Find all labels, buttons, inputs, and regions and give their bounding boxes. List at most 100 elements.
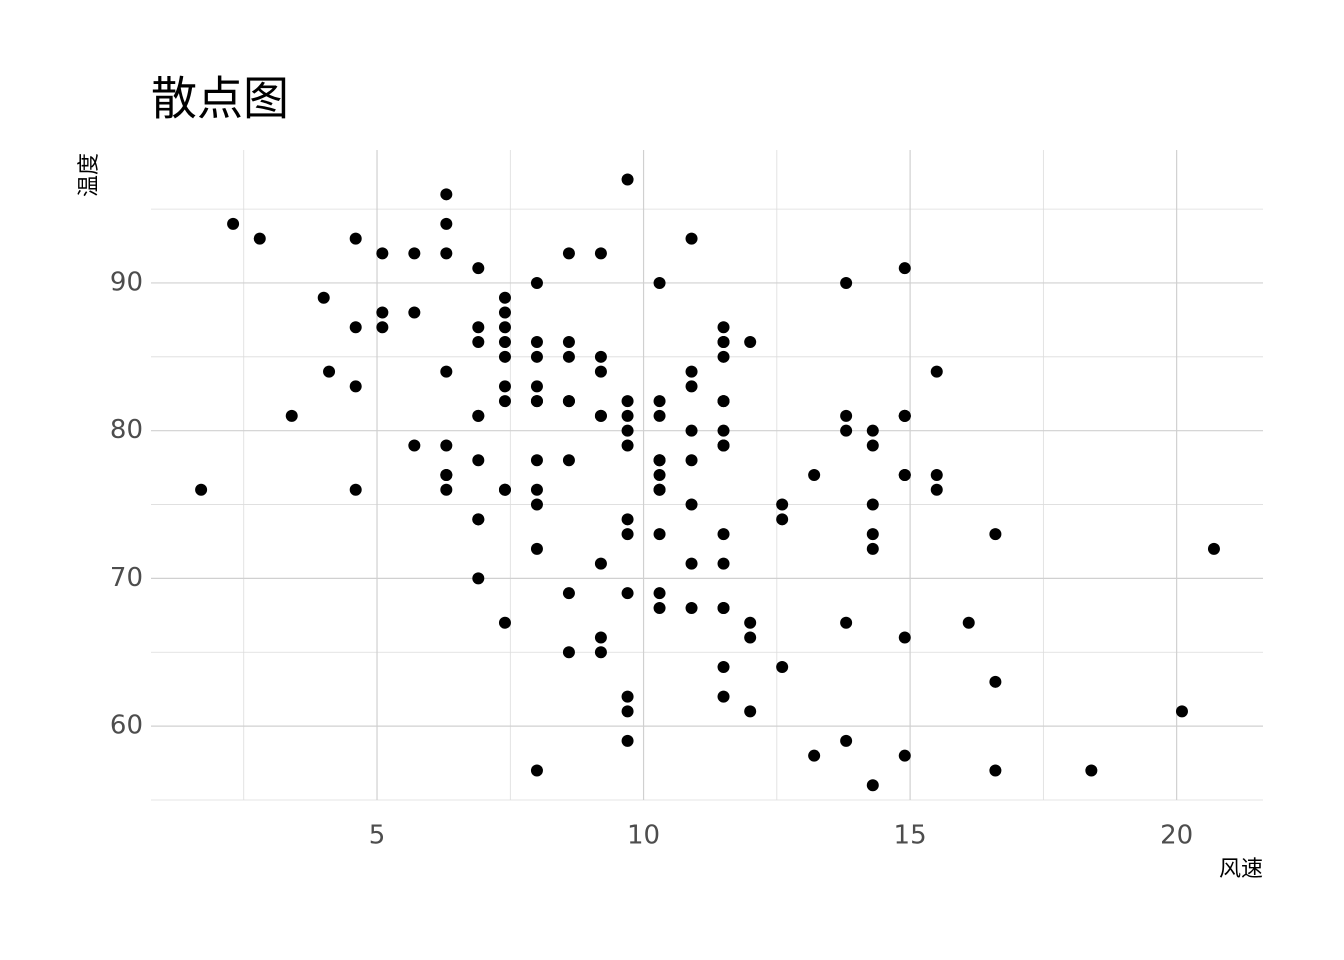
point — [717, 557, 730, 570]
y-tick-label: 70 — [110, 563, 143, 593]
point — [621, 513, 634, 526]
point — [498, 336, 511, 349]
point — [562, 587, 575, 600]
point — [717, 321, 730, 334]
point — [498, 483, 511, 496]
point — [717, 690, 730, 703]
point — [621, 395, 634, 408]
point — [898, 469, 911, 481]
point — [840, 409, 853, 422]
point — [744, 705, 757, 718]
point — [840, 424, 853, 437]
point — [930, 469, 943, 481]
point — [323, 365, 336, 378]
point — [653, 454, 666, 467]
point — [621, 409, 634, 422]
point — [653, 276, 666, 289]
point — [498, 616, 511, 629]
point — [1207, 542, 1220, 555]
chart-title: 散点图 — [151, 72, 289, 126]
y-tick-label: 60 — [110, 711, 143, 741]
point — [349, 232, 362, 245]
point — [408, 306, 421, 319]
point — [717, 528, 730, 541]
point — [440, 439, 453, 452]
point — [717, 336, 730, 349]
point — [594, 646, 607, 659]
point — [530, 483, 543, 496]
point — [285, 409, 298, 422]
point — [594, 365, 607, 378]
point — [253, 232, 266, 245]
point — [717, 424, 730, 437]
point — [376, 321, 389, 334]
point — [930, 365, 943, 378]
point — [227, 217, 240, 230]
point — [930, 483, 943, 496]
point — [653, 528, 666, 541]
point — [989, 675, 1002, 688]
point — [530, 350, 543, 363]
point — [440, 217, 453, 230]
point — [685, 232, 698, 245]
point — [653, 469, 666, 481]
y-tick-label: 90 — [110, 267, 143, 297]
point — [898, 749, 911, 762]
point — [472, 454, 485, 467]
point — [530, 764, 543, 777]
point — [898, 262, 911, 275]
point — [866, 498, 879, 511]
point — [989, 528, 1002, 541]
point — [717, 350, 730, 363]
point — [498, 350, 511, 363]
point — [408, 247, 421, 260]
point — [594, 350, 607, 363]
point — [498, 321, 511, 334]
point — [530, 454, 543, 467]
x-tick-label: 20 — [1160, 821, 1193, 851]
point — [472, 513, 485, 526]
point — [840, 734, 853, 747]
point — [498, 291, 511, 304]
point — [472, 409, 485, 422]
point — [898, 409, 911, 422]
point — [776, 661, 789, 674]
x-axis-label: 风速 — [1219, 857, 1263, 882]
point — [440, 469, 453, 481]
point — [717, 395, 730, 408]
point — [195, 483, 208, 496]
point — [685, 601, 698, 614]
point — [349, 483, 362, 496]
point — [562, 395, 575, 408]
point — [530, 336, 543, 349]
point — [440, 483, 453, 496]
point — [498, 380, 511, 393]
point — [562, 336, 575, 349]
point — [472, 262, 485, 275]
point — [685, 424, 698, 437]
point — [440, 247, 453, 260]
point — [989, 764, 1002, 777]
point — [685, 454, 698, 467]
point — [472, 336, 485, 349]
point — [621, 424, 634, 437]
y-axis-label: 温度 — [77, 153, 102, 197]
point — [840, 616, 853, 629]
point — [376, 306, 389, 319]
point — [594, 409, 607, 422]
point — [530, 498, 543, 511]
x-tick-label: 5 — [369, 821, 386, 851]
point — [621, 705, 634, 718]
point — [440, 188, 453, 201]
point — [685, 380, 698, 393]
point — [594, 247, 607, 260]
point — [866, 439, 879, 452]
point — [376, 247, 389, 260]
point — [653, 587, 666, 600]
point — [866, 528, 879, 541]
point — [472, 321, 485, 334]
point — [962, 616, 975, 629]
point — [594, 557, 607, 570]
point — [808, 469, 821, 481]
